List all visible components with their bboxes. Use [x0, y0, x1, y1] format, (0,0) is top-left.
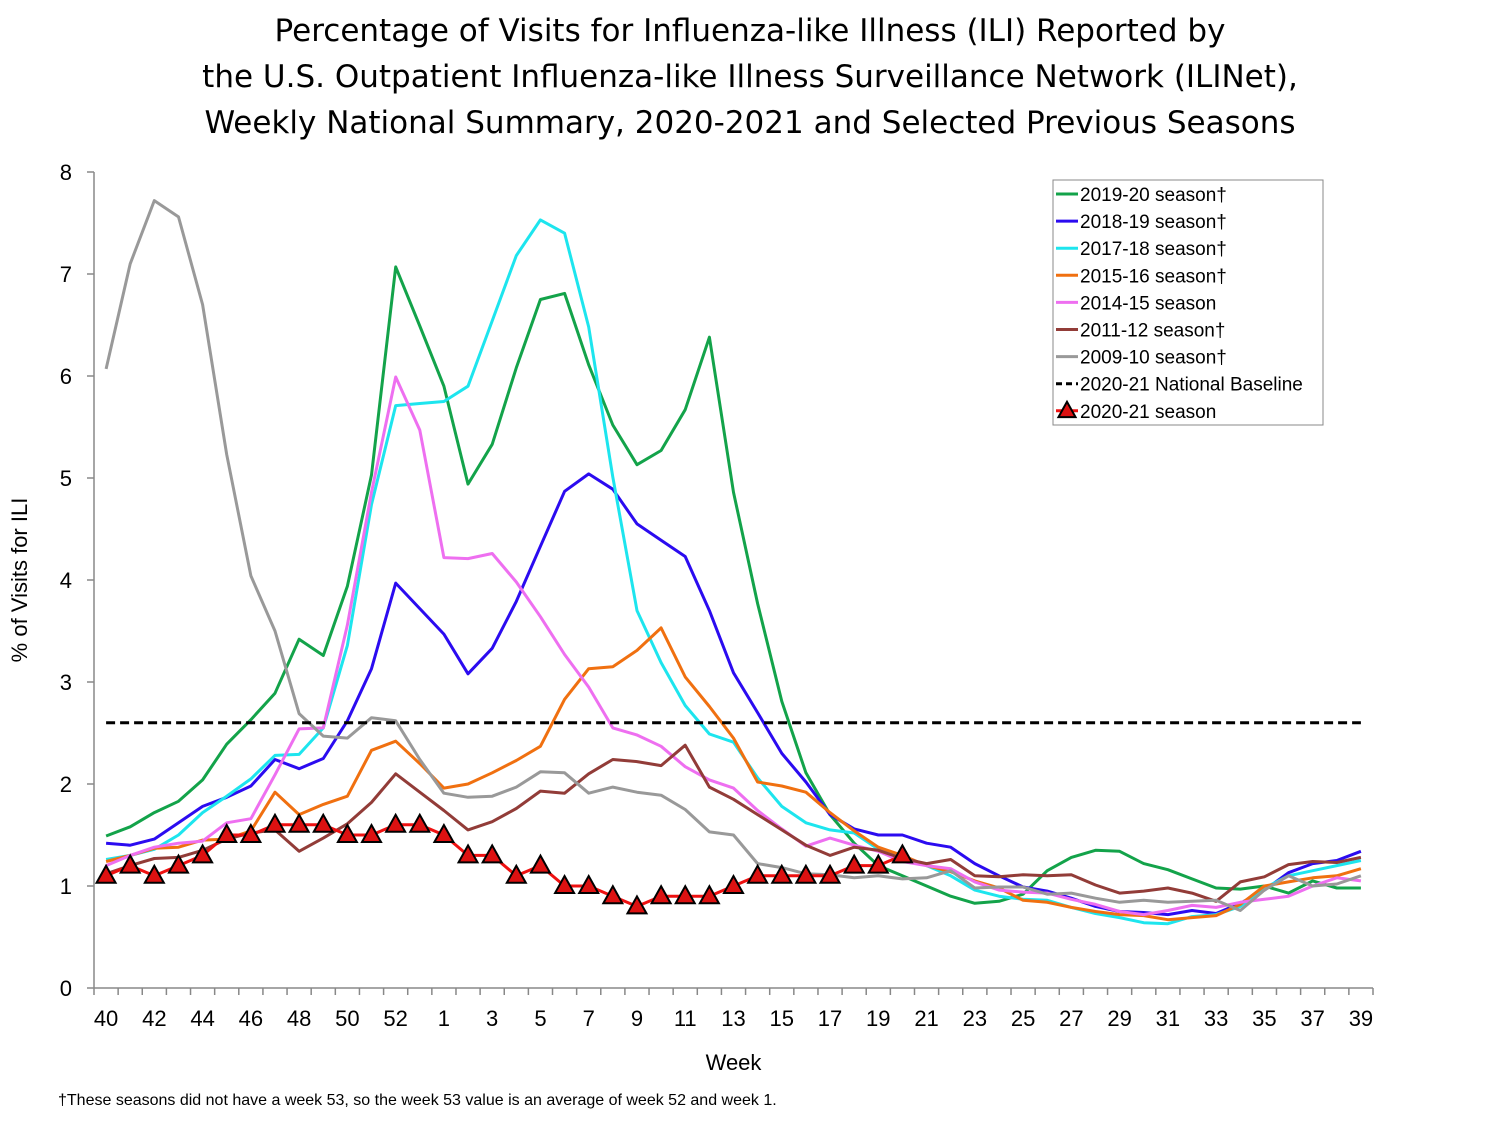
x-tick-label: 42 [142, 1006, 166, 1031]
series-marker-2020-21-season [746, 863, 769, 884]
legend-label-2017-18-season: 2017-18 season† [1080, 239, 1227, 260]
series-marker-2020-21-season [191, 843, 214, 864]
series-marker-2020-21-season [456, 843, 480, 864]
x-tick-label: 25 [1011, 1006, 1035, 1031]
x-tick-label: 48 [287, 1006, 311, 1031]
x-tick-label: 50 [335, 1006, 359, 1031]
legend-label-2020-21-national-baseline: 2020-21 National Baseline [1080, 375, 1303, 396]
x-tick-label: 40 [94, 1006, 118, 1031]
y-tick-label: 1 [60, 874, 72, 899]
x-tick-label: 7 [583, 1006, 595, 1031]
x-tick-label: 52 [383, 1006, 407, 1031]
x-tick-label: 11 [674, 1006, 697, 1031]
x-tick-label: 9 [631, 1006, 643, 1031]
legend-label-2019-20-season: 2019-20 season† [1080, 185, 1227, 206]
x-tick-label: 5 [534, 1006, 546, 1031]
legend-box [1052, 179, 1324, 426]
series-marker-2020-21-season [891, 843, 914, 864]
series-marker-2020-21-season [649, 884, 673, 905]
legend-marker-2020-21-season [1056, 399, 1078, 419]
series-marker-2020-21-season [722, 873, 745, 894]
series-marker-2020-21-season [625, 894, 649, 915]
series-marker-2020-21-season [529, 853, 552, 874]
x-tick-label: 23 [963, 1006, 987, 1031]
x-tick-label: 1 [438, 1006, 450, 1031]
legend-label-2020-21-season: 2020-21 season [1080, 402, 1216, 423]
series-marker-2020-21-season [505, 863, 528, 884]
series-marker-2020-21-season [553, 873, 576, 894]
series-marker-2020-21-season [577, 873, 600, 894]
legend-label-2011-12-season: 2011-12 season† [1080, 321, 1225, 342]
series-layer [94, 199, 1362, 926]
series-marker-2020-21-season [432, 822, 456, 843]
series-marker-2020-21-season [263, 812, 287, 833]
y-tick-label: 6 [60, 364, 72, 389]
series-marker-2020-21-season [384, 812, 407, 833]
x-tick-label: 33 [1204, 1006, 1228, 1031]
series-marker-2020-21-season [118, 853, 142, 874]
legend-label-2014-15-season: 2014-15 season [1080, 293, 1216, 314]
series-marker-2020-21-season [867, 853, 890, 874]
series-marker-2020-21-season [312, 812, 335, 833]
series-line-2019-20-season [105, 265, 1361, 905]
series-marker-2020-21-season [480, 843, 504, 864]
x-tick-label: 35 [1252, 1006, 1276, 1031]
y-tick-label: 2 [60, 772, 72, 797]
series-marker-2020-21-season [601, 884, 625, 905]
x-tick-label: 29 [1107, 1006, 1131, 1031]
series-marker-2020-21-season [842, 853, 866, 874]
series-marker-2020-21-season [818, 863, 842, 884]
x-tick-label: 44 [190, 1006, 214, 1031]
x-tick-label: 13 [721, 1006, 745, 1031]
x-tick-label: 15 [770, 1006, 794, 1031]
footnote: †These seasons did not have a week 53, s… [58, 1092, 777, 1109]
legend-label-2009-10-season: 2009-10 season† [1080, 348, 1227, 369]
series-marker-2020-21-season [239, 822, 263, 843]
legend-label-2018-19-season: 2018-19 season† [1080, 212, 1227, 233]
chart-title-line-2: the U.S. Outpatient Influenza-like Illne… [202, 59, 1298, 95]
series-line-2015-16-season [105, 626, 1362, 922]
chart-title-line-3: Weekly National Summary, 2020-2021 and S… [204, 105, 1296, 141]
x-tick-label: 39 [1349, 1006, 1373, 1031]
series-line-2020-21-season [105, 823, 903, 908]
series-marker-2020-21-season [360, 822, 383, 843]
x-tick-label: 19 [866, 1006, 890, 1031]
x-tick-label: 3 [486, 1006, 498, 1031]
legend-label-2015-16-season: 2015-16 season† [1080, 266, 1227, 287]
chart-title-line-1: Percentage of Visits for Influenza-like … [274, 13, 1226, 49]
x-tick-label: 46 [239, 1006, 263, 1031]
legend: 2019-20 season† 2018-19 season† 2017-18 se… [1052, 179, 1324, 426]
y-tick-label: 8 [60, 160, 72, 185]
series-line-2017-18-season [105, 218, 1362, 926]
x-tick-label: 31 [1156, 1006, 1180, 1031]
series-marker-2020-21-season [143, 863, 166, 884]
series-line-2011-12-season [105, 743, 1362, 903]
x-tick-label: 27 [1059, 1006, 1083, 1031]
y-tick-label: 3 [60, 670, 72, 695]
series-marker-2020-21-season [336, 822, 359, 843]
series-marker-2020-21-season [287, 812, 311, 833]
series-marker-2020-21-season [408, 812, 431, 833]
series-marker-2020-21-season [674, 884, 697, 905]
y-tick-label: 5 [60, 466, 72, 491]
series-marker-2020-21-season [215, 822, 238, 843]
y-tick-label: 0 [60, 976, 72, 1001]
x-axis-title: Week [706, 1050, 763, 1075]
y-tick-label: 4 [60, 568, 72, 593]
chart-title: Percentage of Visits for Influenza-like … [0, 8, 1500, 146]
x-tick-label: 17 [818, 1006, 842, 1031]
series-marker-2020-21-season [770, 863, 793, 884]
x-tick-label: 37 [1300, 1006, 1324, 1031]
series-marker-2020-21-season [94, 863, 118, 884]
x-tick-label: 21 [914, 1006, 938, 1031]
series-marker-2020-21-season [698, 884, 721, 905]
y-axis-title: % of Visits for ILI [7, 498, 32, 663]
series-line-2009-10-season [104, 199, 1362, 912]
series-marker-2020-21-season [794, 863, 818, 884]
series-marker-2020-21-season [167, 853, 190, 874]
y-tick-label: 7 [60, 262, 72, 287]
